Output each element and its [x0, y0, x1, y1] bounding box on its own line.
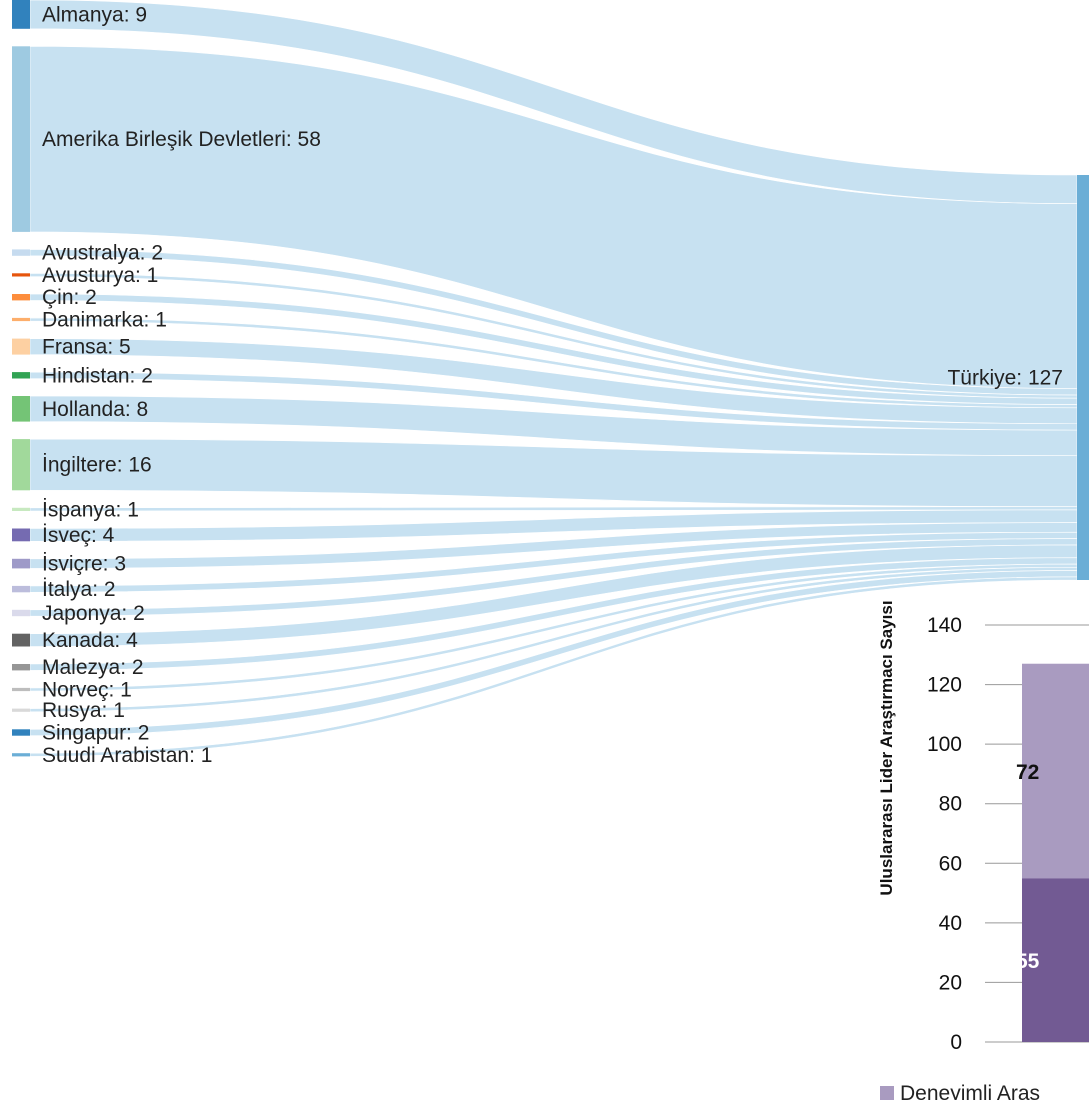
- sankey-source-node: [12, 687, 30, 692]
- sankey-source-node: [12, 528, 30, 542]
- sankey-source-node: [12, 753, 30, 757]
- sankey-source-label: Danimarka: 1: [42, 309, 167, 332]
- y-axis-title: Uluslararası Lider Araştırmacı Sayısı: [877, 600, 896, 895]
- sankey-source-label: Suudi Arabistan: 1: [42, 744, 212, 767]
- sankey-source-label: İspanya: 1: [42, 498, 139, 521]
- sankey-source-label: Malezya: 2: [42, 656, 144, 679]
- y-tick-label: 0: [950, 1031, 962, 1054]
- sankey-source-node: [12, 338, 30, 355]
- sankey-source-node: [12, 729, 30, 736]
- sankey-source-node: [12, 273, 30, 277]
- y-tick-label: 40: [939, 912, 962, 935]
- sankey-source-label: Singapur: 2: [42, 722, 149, 745]
- bar-data-label: 72: [1016, 761, 1039, 784]
- y-tick-label: 120: [927, 674, 962, 697]
- y-tick-label: 20: [939, 971, 962, 994]
- sankey-source-node: [12, 317, 30, 322]
- sankey-source-node: [12, 585, 30, 593]
- sankey-source-node: [12, 46, 30, 232]
- sankey-target-label: Türkiye: 127: [947, 367, 1063, 390]
- sankey-source-label: Hollanda: 8: [42, 398, 148, 421]
- sankey-source-node: [12, 507, 30, 511]
- sankey-source-node: [12, 439, 30, 491]
- sankey-source-node: [12, 396, 30, 422]
- sankey-source-label: Norveç: 1: [42, 679, 132, 702]
- sankey-source-label: Almanya: 9: [42, 3, 147, 26]
- sankey-source-label: Çin: 2: [42, 286, 97, 309]
- bar-segments: 55 72: [1016, 663, 1089, 1042]
- legend-label: Deneyimli Araş: [900, 1082, 1040, 1100]
- sankey-source-label: İtalya: 2: [42, 578, 116, 601]
- sankey-source-node: [12, 0, 30, 29]
- sankey-source-label: Avusturya: 1: [42, 264, 158, 287]
- sankey-target-node: [1077, 175, 1089, 580]
- sankey-source-node: [12, 633, 30, 647]
- sankey-source-node: [12, 372, 30, 379]
- sankey-source-label: Avustralya: 2: [42, 242, 163, 265]
- y-tick-label: 60: [939, 852, 962, 875]
- sankey-source-node: [12, 708, 30, 712]
- bar-data-label: 55: [1016, 950, 1040, 973]
- sankey-source-label: İsveç: 4: [42, 524, 115, 547]
- sankey-source-label: Hindistan: 2: [42, 364, 153, 387]
- y-tick-label: 100: [927, 733, 962, 756]
- sankey-source-label: Amerika Birleşik Devletleri: 58: [42, 128, 321, 151]
- legend-swatch: [880, 1086, 894, 1100]
- bar-segment: [1022, 663, 1089, 879]
- bar-y-ticks: 0 20 40 60 80 100 120 140: [927, 614, 962, 1054]
- sankey-source-node: [12, 609, 30, 617]
- sankey-source-label: Kanada: 4: [42, 629, 138, 652]
- y-tick-label: 80: [939, 793, 962, 816]
- sankey-source-node: [12, 249, 30, 256]
- sankey-source-label: Fransa: 5: [42, 336, 131, 359]
- sankey-source-label: Rusya: 1: [42, 699, 125, 722]
- bar-segment: [1022, 878, 1089, 1042]
- sankey-source-label: İngiltere: 16: [42, 454, 152, 477]
- sankey-source-label: Japonya: 2: [42, 602, 145, 625]
- sankey-source-node: [12, 558, 30, 569]
- sankey-source-node: [12, 294, 30, 301]
- y-tick-label: 140: [927, 614, 962, 637]
- sankey-source-node: [12, 664, 30, 671]
- sankey-nodes: Almanya: 9 Amerika Birleşik Devletleri: 5…: [12, 0, 1089, 767]
- bar-legend: Deneyimli Araş: [880, 1082, 1040, 1100]
- sankey-source-label: İsviçre: 3: [42, 553, 126, 576]
